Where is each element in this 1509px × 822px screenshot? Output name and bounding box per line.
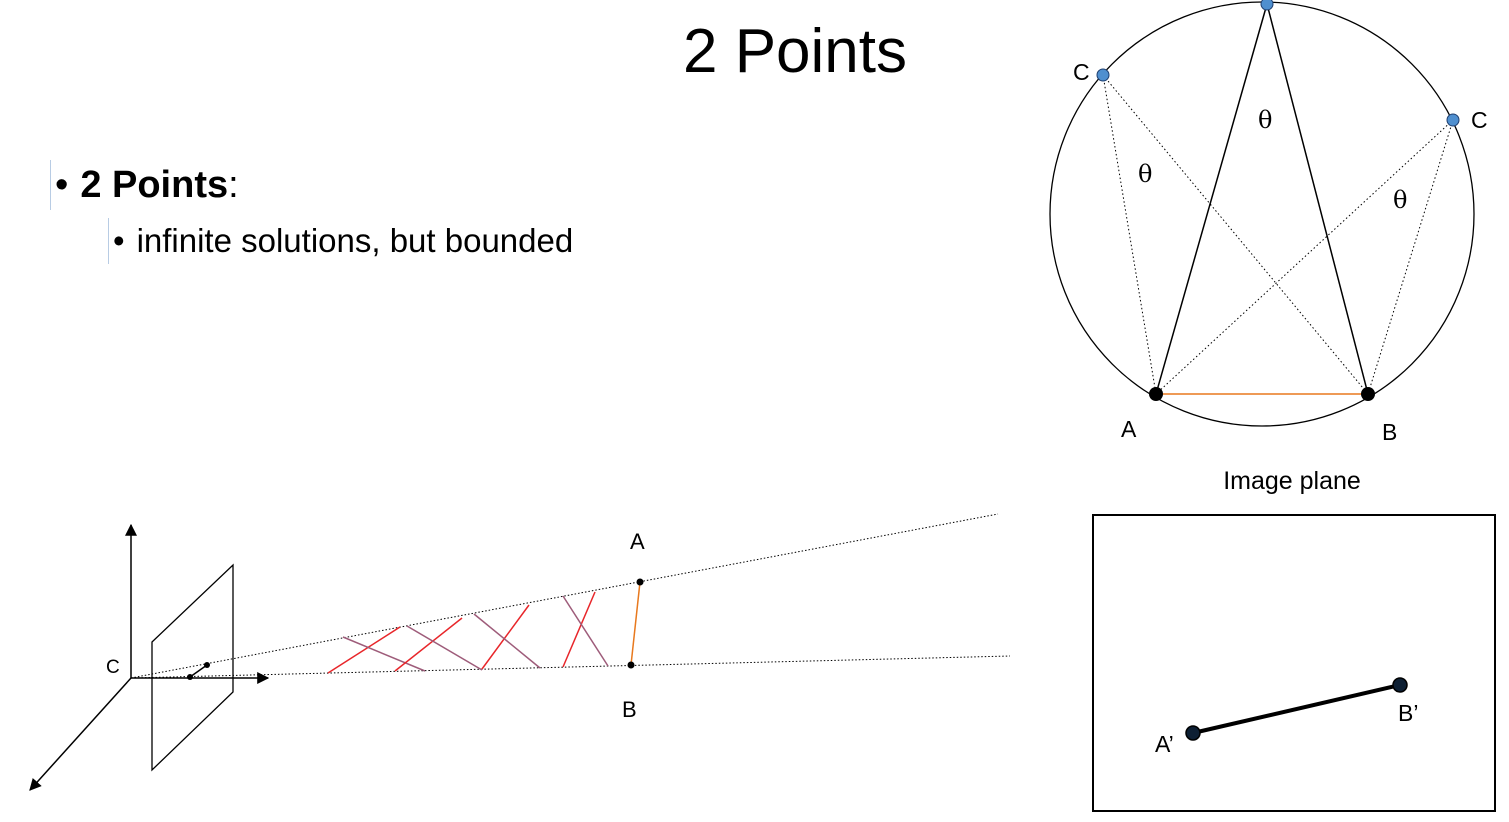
- point-c-left: [1096, 68, 1110, 82]
- point-c-top: [1260, 0, 1274, 11]
- solid-line-top-a: [1155, 3, 1268, 395]
- purple-segment: [406, 625, 483, 671]
- plane-projection-point-b: [187, 674, 193, 680]
- image-plane-title: Image plane: [1223, 467, 1361, 495]
- red-segment: [562, 591, 596, 668]
- bullet-bold-text: 2 Points: [80, 164, 229, 206]
- point-b: [1361, 387, 1375, 401]
- label-a: A: [1121, 416, 1137, 442]
- point-b-prime: [1392, 677, 1408, 693]
- dotted-line-cr-a: [1155, 119, 1454, 395]
- label-b-prime: B’: [1398, 700, 1418, 726]
- purple-segment: [342, 636, 426, 672]
- sub-bullet-dot: •: [113, 222, 125, 259]
- red-segment: [327, 626, 401, 674]
- ray-upper: [130, 513, 999, 679]
- label-a: A: [630, 529, 645, 554]
- dotted-line-cl-a: [1102, 74, 1157, 395]
- bullet-item: • 2 Points:: [50, 160, 239, 210]
- circle-outline: [1049, 1, 1475, 427]
- label-c-right: C: [1471, 107, 1488, 133]
- point-b: [627, 661, 635, 669]
- sub-bullet-text: infinite solutions, but bounded: [136, 222, 574, 259]
- label-b: B: [622, 697, 637, 722]
- sub-bullet-item: • infinite solutions, but bounded: [108, 218, 573, 264]
- ray-lower: [130, 655, 1011, 679]
- camera-image-plane: [151, 563, 234, 772]
- point-c-right: [1446, 113, 1460, 127]
- inscribed-angle-diagram: C C A B θ θ θ: [1049, 0, 1488, 445]
- label-c-left: C: [1073, 59, 1090, 85]
- purple-segment: [562, 595, 609, 667]
- point-a-prime: [1185, 725, 1201, 741]
- point-a: [636, 578, 644, 586]
- label-a-prime: A’: [1155, 731, 1174, 757]
- plane-projection-point-a: [204, 662, 210, 668]
- slide-title: 2 Points: [682, 17, 908, 86]
- dotted-line-cl-b: [1102, 74, 1369, 395]
- solid-line-top-b: [1266, 3, 1369, 395]
- red-segment: [481, 604, 530, 670]
- axis-depth: [29, 677, 132, 791]
- theta-left: θ: [1138, 160, 1152, 188]
- bullet-suffix: :: [228, 164, 239, 206]
- camera-ray-diagram: C A B: [29, 513, 1011, 791]
- projected-segment: [1192, 683, 1401, 735]
- image-plane-frame: [1092, 514, 1496, 812]
- label-c: C: [106, 657, 120, 678]
- red-segment: [394, 617, 463, 672]
- dotted-line-cr-b: [1367, 119, 1454, 395]
- theta-right: θ: [1393, 186, 1407, 214]
- point-a: [1149, 387, 1163, 401]
- plane-projection-segment: [189, 664, 208, 678]
- label-b: B: [1382, 419, 1397, 445]
- bullet-dot: •: [55, 164, 69, 206]
- theta-top: θ: [1258, 106, 1272, 134]
- purple-segment: [473, 613, 541, 669]
- image-plane-panel: Image plane A’ B’: [1092, 467, 1496, 812]
- segment-ab: [630, 581, 641, 666]
